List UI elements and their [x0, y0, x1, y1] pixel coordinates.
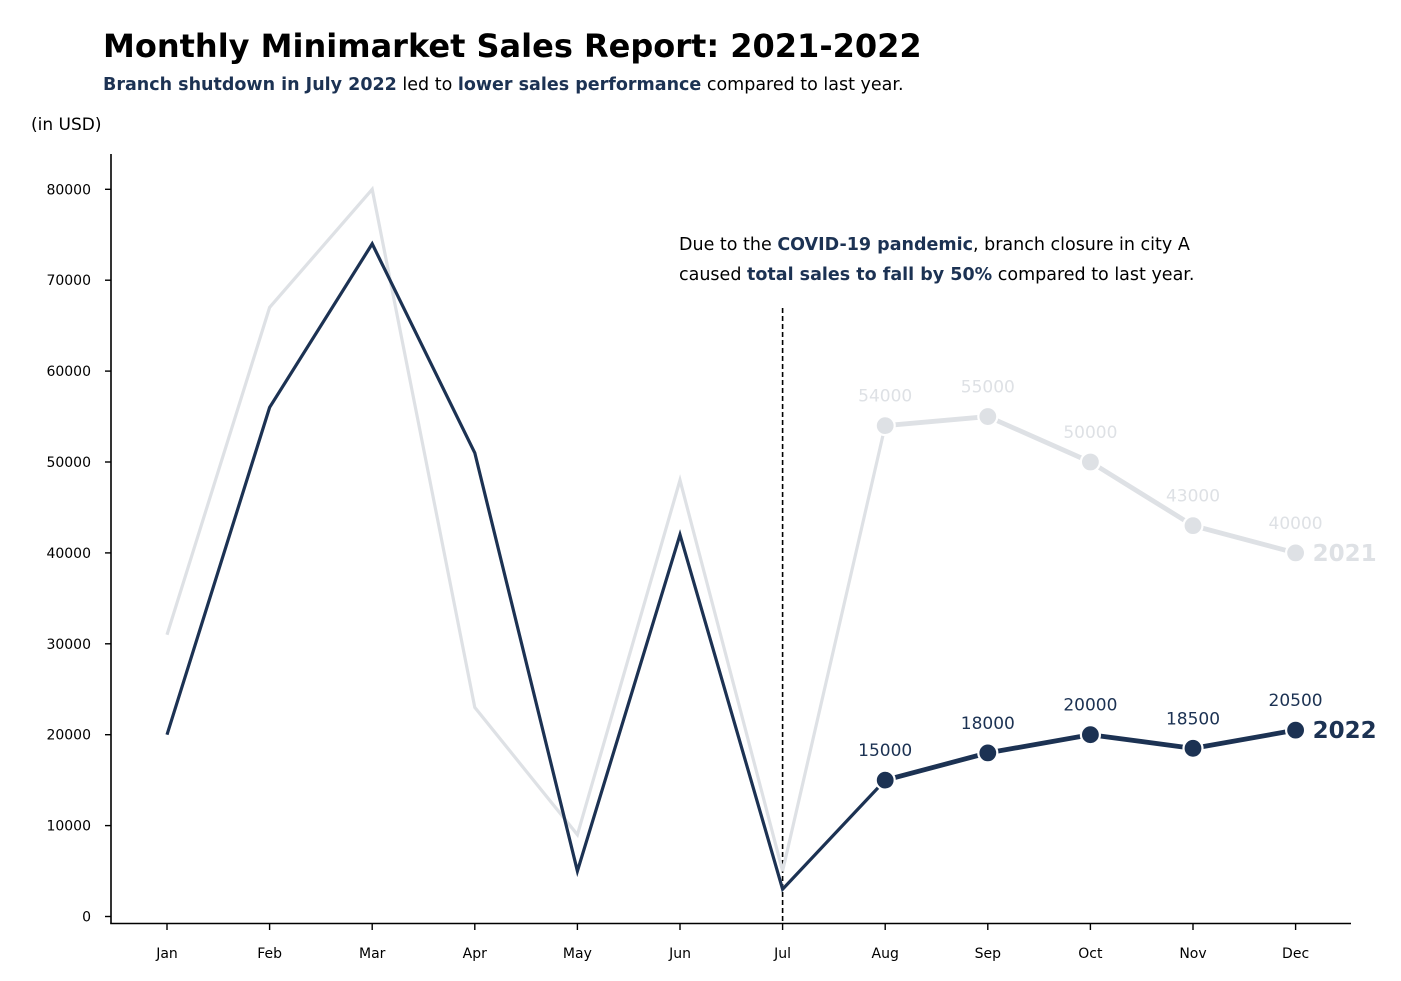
series-2022-point — [1284, 719, 1307, 741]
y-tick-label: 10000 — [46, 819, 91, 835]
annotation-line-2: caused total sales to fall by 50% compar… — [679, 265, 1194, 285]
y-axis-label: (in USD) — [31, 115, 102, 135]
series-2022-point — [1182, 737, 1204, 759]
series-2021-value-label: 43000 — [1166, 487, 1220, 507]
series-2022-value-label: 20500 — [1269, 691, 1323, 711]
series-2022-point — [874, 769, 896, 791]
y-tick-label: 80000 — [46, 182, 91, 198]
series-2022-value-label: 20000 — [1063, 696, 1117, 716]
x-tick-label: Jan — [155, 946, 178, 962]
text-part: compared to last year. — [992, 265, 1194, 285]
series-2021-line-early — [165, 185, 887, 872]
series-2021-value-label: 55000 — [961, 378, 1015, 398]
series-2021-value-label: 54000 — [858, 387, 912, 407]
series-2021-point — [1182, 515, 1204, 537]
y-tick-label: 70000 — [46, 273, 91, 289]
chart-subtitle: Branch shutdown in July 2022 led to lowe… — [103, 75, 904, 95]
series-2021-point — [977, 405, 999, 428]
series-2022-point — [977, 742, 999, 764]
text-part: Branch shutdown in July 2022 — [103, 75, 397, 95]
text-part: , branch closure in city A — [973, 235, 1190, 255]
y-tick-label: 50000 — [46, 455, 91, 471]
x-tick-label: Jun — [668, 946, 691, 962]
series-2022-value-label: 15000 — [858, 741, 912, 761]
series-lines — [165, 185, 1307, 893]
series-2022-value-label: 18500 — [1166, 709, 1220, 729]
text-part: led to — [397, 75, 458, 95]
series-2021-name-label: 2021 — [1313, 541, 1377, 567]
x-tick-label: Nov — [1179, 946, 1206, 962]
x-tick-label: Sep — [975, 946, 1002, 962]
x-tick-label: Mar — [359, 946, 386, 962]
chart-title: Monthly Minimarket Sales Report: 2021-20… — [103, 27, 922, 65]
series-2021-point — [1079, 451, 1102, 473]
x-tick-label: Oct — [1078, 946, 1103, 962]
data-labels: 54000 55000 50000 43000 40000 2021 15000 18000 2… — [858, 378, 1376, 762]
x-tick-label: Apr — [463, 946, 487, 962]
text-part: lower sales performance — [458, 75, 702, 95]
y-tick-label: 30000 — [46, 637, 91, 653]
x-tick-label: Dec — [1282, 946, 1309, 962]
series-2022-point — [1079, 724, 1102, 746]
x-tick-label: May — [563, 946, 592, 962]
y-tick-label: 60000 — [46, 364, 91, 380]
x-tick-label: Aug — [872, 946, 899, 962]
axes — [110, 154, 1351, 925]
series-2021-value-label: 40000 — [1269, 514, 1323, 534]
series-2021-value-label: 50000 — [1063, 423, 1117, 443]
text-part: Due to the — [679, 235, 777, 255]
x-tick-label: Feb — [257, 946, 282, 962]
series-2021-point — [874, 415, 896, 437]
text-part: caused — [679, 265, 747, 285]
y-tick-label: 40000 — [46, 546, 91, 562]
x-tick-label: Jul — [773, 946, 791, 962]
series-2022-value-label: 18000 — [961, 714, 1015, 734]
y-tick-label: 20000 — [46, 728, 91, 744]
text-part: total sales to fall by 50% — [747, 265, 992, 285]
annotation-line-1: Due to the COVID-19 pandemic, branch clo… — [679, 235, 1190, 255]
series-2022-name-label: 2022 — [1313, 718, 1377, 744]
y-tick-label: 0 — [82, 910, 91, 926]
series-2021-point — [1284, 542, 1307, 564]
text-part: COVID-19 pandemic — [777, 235, 973, 255]
series-2022-line-early — [165, 240, 887, 893]
text-part: compared to last year. — [701, 75, 903, 95]
axis-ticks: 0 10000 20000 30000 40000 50000 60000 70000 8000… — [46, 182, 1309, 962]
